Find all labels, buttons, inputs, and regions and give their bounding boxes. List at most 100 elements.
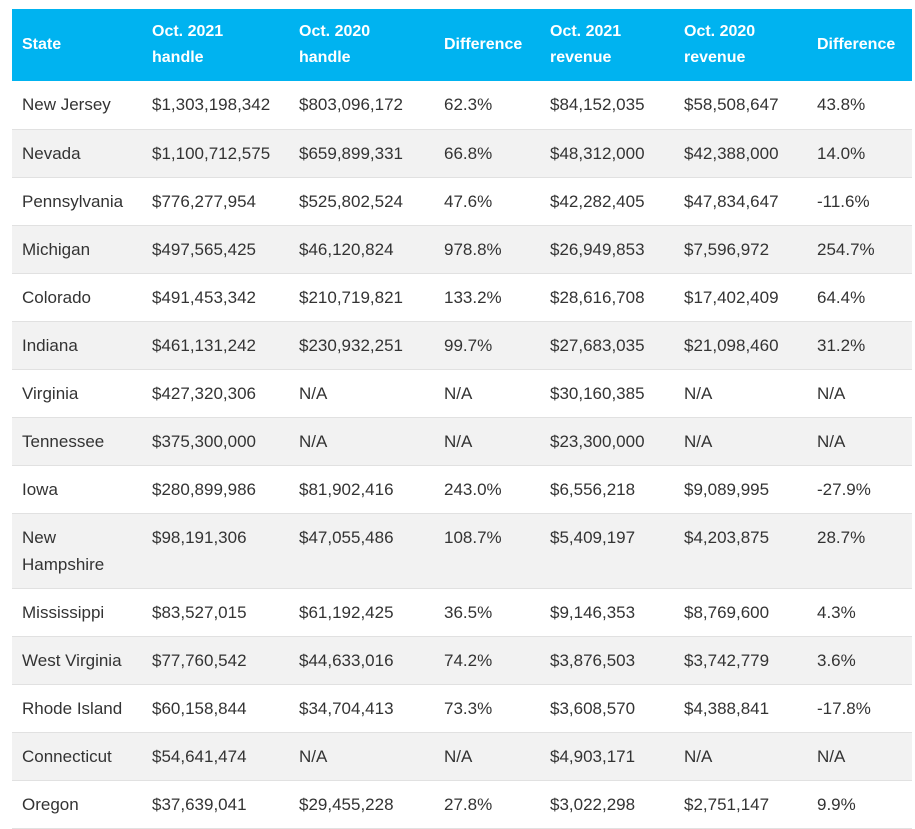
table-header: State Oct. 2021 handle Oct. 2020 handle … xyxy=(12,9,912,81)
cell-handle-difference: 978.8% xyxy=(434,225,540,274)
cell-oct-2021-handle: $83,527,015 xyxy=(142,588,289,637)
cell-oct-2021-handle: $60,158,844 xyxy=(142,684,289,733)
header-state: State xyxy=(12,9,142,81)
table-row: Iowa $280,899,986 $81,902,416 243.0% $6,… xyxy=(12,465,912,514)
table-row: Colorado $491,453,342 $210,719,821 133.2… xyxy=(12,273,912,322)
cell-revenue-difference: N/A xyxy=(807,369,912,418)
cell-handle-difference: 66.8% xyxy=(434,129,540,178)
cell-handle-difference: 47.6% xyxy=(434,177,540,226)
cell-handle-difference: N/A xyxy=(434,732,540,781)
cell-oct-2020-handle: $659,899,331 xyxy=(289,129,434,178)
cell-oct-2020-handle: $525,802,524 xyxy=(289,177,434,226)
cell-handle-difference: 99.7% xyxy=(434,321,540,370)
cell-oct-2021-handle: $776,277,954 xyxy=(142,177,289,226)
cell-oct-2021-handle: $1,303,198,342 xyxy=(142,81,289,130)
header-row: State Oct. 2021 handle Oct. 2020 handle … xyxy=(12,9,912,81)
cell-oct-2020-handle: $81,902,416 xyxy=(289,465,434,514)
cell-oct-2020-revenue: $9,089,995 xyxy=(674,465,807,514)
header-oct-2021-handle: Oct. 2021 handle xyxy=(142,9,289,81)
cell-state: Michigan xyxy=(12,225,142,274)
cell-oct-2021-handle: $1,100,712,575 xyxy=(142,129,289,178)
table-row: Connecticut $54,641,474 N/A N/A $4,903,1… xyxy=(12,732,912,781)
cell-handle-difference: 62.3% xyxy=(434,81,540,130)
cell-revenue-difference: -27.9% xyxy=(807,465,912,514)
cell-oct-2021-revenue: $42,282,405 xyxy=(540,177,674,226)
cell-oct-2020-handle: $29,455,228 xyxy=(289,780,434,829)
cell-oct-2021-handle: $98,191,306 xyxy=(142,513,289,589)
cell-oct-2020-revenue: $58,508,647 xyxy=(674,81,807,130)
cell-oct-2020-revenue: $4,203,875 xyxy=(674,513,807,589)
cell-state: Connecticut xyxy=(12,732,142,781)
header-handle-difference: Difference xyxy=(434,9,540,81)
cell-handle-difference: 36.5% xyxy=(434,588,540,637)
table-row: Mississippi $83,527,015 $61,192,425 36.5… xyxy=(12,588,912,637)
cell-state: Iowa xyxy=(12,465,142,514)
cell-oct-2020-handle: $230,932,251 xyxy=(289,321,434,370)
cell-revenue-difference: 4.3% xyxy=(807,588,912,637)
cell-oct-2020-handle: $46,120,824 xyxy=(289,225,434,274)
cell-oct-2021-handle: $497,565,425 xyxy=(142,225,289,274)
table-row: Indiana $461,131,242 $230,932,251 99.7% … xyxy=(12,321,912,370)
cell-oct-2020-revenue: $2,751,147 xyxy=(674,780,807,829)
header-oct-2021-revenue: Oct. 2021 revenue xyxy=(540,9,674,81)
cell-oct-2020-handle: $44,633,016 xyxy=(289,636,434,685)
cell-oct-2020-revenue: N/A xyxy=(674,417,807,466)
cell-oct-2021-revenue: $5,409,197 xyxy=(540,513,674,589)
table-row: Michigan $497,565,425 $46,120,824 978.8%… xyxy=(12,225,912,274)
cell-oct-2020-handle: $34,704,413 xyxy=(289,684,434,733)
cell-handle-difference: 133.2% xyxy=(434,273,540,322)
cell-revenue-difference: N/A xyxy=(807,417,912,466)
cell-handle-difference: N/A xyxy=(434,417,540,466)
cell-state: Pennsylvania xyxy=(12,177,142,226)
cell-oct-2021-revenue: $6,556,218 xyxy=(540,465,674,514)
sports-betting-table-container: State Oct. 2021 handle Oct. 2020 handle … xyxy=(12,9,912,829)
cell-oct-2020-revenue: $8,769,600 xyxy=(674,588,807,637)
cell-state: Mississippi xyxy=(12,588,142,637)
cell-state: Tennessee xyxy=(12,417,142,466)
cell-state: New Hampshire xyxy=(12,513,142,589)
sports-betting-table: State Oct. 2021 handle Oct. 2020 handle … xyxy=(12,9,912,829)
cell-handle-difference: 108.7% xyxy=(434,513,540,589)
cell-oct-2021-revenue: $84,152,035 xyxy=(540,81,674,130)
cell-revenue-difference: 31.2% xyxy=(807,321,912,370)
cell-oct-2021-revenue: $3,022,298 xyxy=(540,780,674,829)
cell-oct-2020-revenue: $7,596,972 xyxy=(674,225,807,274)
cell-oct-2021-handle: $54,641,474 xyxy=(142,732,289,781)
cell-handle-difference: 74.2% xyxy=(434,636,540,685)
table-row: West Virginia $77,760,542 $44,633,016 74… xyxy=(12,636,912,685)
cell-revenue-difference: 43.8% xyxy=(807,81,912,130)
cell-oct-2020-handle: $47,055,486 xyxy=(289,513,434,589)
cell-oct-2021-revenue: $28,616,708 xyxy=(540,273,674,322)
cell-oct-2020-handle: N/A xyxy=(289,732,434,781)
cell-state: Virginia xyxy=(12,369,142,418)
table-row: New Hampshire $98,191,306 $47,055,486 10… xyxy=(12,513,912,589)
table-row: Nevada $1,100,712,575 $659,899,331 66.8%… xyxy=(12,129,912,178)
cell-oct-2021-handle: $461,131,242 xyxy=(142,321,289,370)
cell-revenue-difference: -11.6% xyxy=(807,177,912,226)
cell-revenue-difference: 64.4% xyxy=(807,273,912,322)
cell-oct-2020-revenue: $4,388,841 xyxy=(674,684,807,733)
table-row: Rhode Island $60,158,844 $34,704,413 73.… xyxy=(12,684,912,733)
table-row: Oregon $37,639,041 $29,455,228 27.8% $3,… xyxy=(12,780,912,829)
header-oct-2020-handle: Oct. 2020 handle xyxy=(289,9,434,81)
table-row: Tennessee $375,300,000 N/A N/A $23,300,0… xyxy=(12,417,912,466)
cell-oct-2021-revenue: $3,876,503 xyxy=(540,636,674,685)
cell-revenue-difference: N/A xyxy=(807,732,912,781)
cell-state: Colorado xyxy=(12,273,142,322)
cell-revenue-difference: 9.9% xyxy=(807,780,912,829)
cell-oct-2020-handle: N/A xyxy=(289,417,434,466)
cell-oct-2021-handle: $77,760,542 xyxy=(142,636,289,685)
cell-state: West Virginia xyxy=(12,636,142,685)
header-revenue-difference: Difference xyxy=(807,9,912,81)
cell-oct-2021-handle: $375,300,000 xyxy=(142,417,289,466)
cell-oct-2020-revenue: $3,742,779 xyxy=(674,636,807,685)
cell-oct-2021-revenue: $27,683,035 xyxy=(540,321,674,370)
cell-oct-2020-handle: N/A xyxy=(289,369,434,418)
cell-oct-2021-handle: $280,899,986 xyxy=(142,465,289,514)
cell-oct-2020-revenue: $47,834,647 xyxy=(674,177,807,226)
cell-oct-2020-revenue: $42,388,000 xyxy=(674,129,807,178)
cell-oct-2020-revenue: N/A xyxy=(674,732,807,781)
table-row: New Jersey $1,303,198,342 $803,096,172 6… xyxy=(12,81,912,130)
cell-oct-2020-revenue: N/A xyxy=(674,369,807,418)
cell-oct-2021-revenue: $26,949,853 xyxy=(540,225,674,274)
